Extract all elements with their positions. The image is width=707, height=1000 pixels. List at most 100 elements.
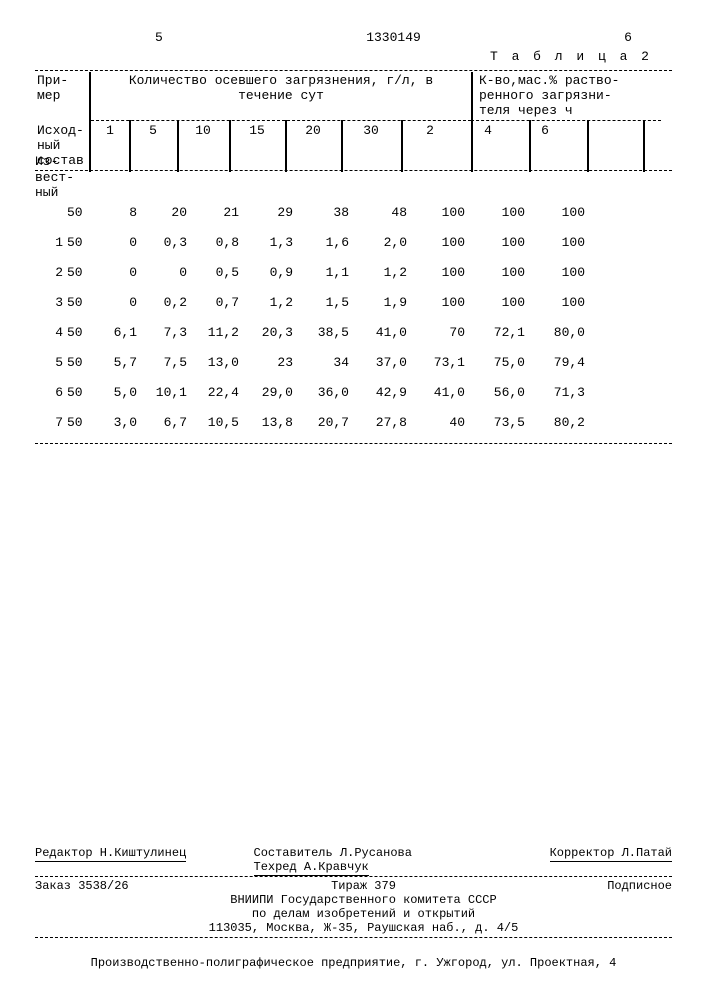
data-table: При- мер Количество осевшего загрязнения…: [35, 70, 672, 444]
cell-k4: 100: [475, 235, 533, 250]
table-row: 5082021293848100100100: [35, 197, 672, 227]
org-line1: ВНИИПИ Государственного комитета СССР: [230, 893, 496, 907]
cell-v30: 41,0: [359, 325, 419, 340]
table-body: 508202129384810010010015000,30,81,31,62,…: [35, 177, 672, 437]
cell-label: 7: [35, 415, 67, 430]
cell-v20: 1,5: [303, 295, 359, 310]
cell-k4: 100: [475, 205, 533, 220]
cell-v20: 38,5: [303, 325, 359, 340]
cell-v10: 13,0: [195, 355, 247, 370]
cell-label: 3: [35, 295, 67, 310]
cell-v10: 11,2: [195, 325, 247, 340]
cell-v1: 6,1: [103, 325, 147, 340]
cell-k6: 79,4: [533, 355, 589, 370]
cell-ish: 50: [67, 265, 103, 280]
cell-label: 5: [35, 355, 67, 370]
col-number-left: 5: [155, 30, 163, 45]
table-row: 5505,77,513,0233437,073,175,079,4: [35, 347, 672, 377]
header-c10: 10: [177, 123, 229, 168]
header-primer: При- мер: [35, 73, 91, 103]
cell-v15: 29,0: [247, 385, 303, 400]
cell-v20: 34: [303, 355, 359, 370]
cell-k6: 100: [533, 265, 589, 280]
cell-v1: 5,7: [103, 355, 147, 370]
table-row: 4506,17,311,220,338,541,07072,180,0: [35, 317, 672, 347]
cell-v15: 29: [247, 205, 303, 220]
cell-k2: 100: [419, 265, 475, 280]
cell-v5: 0: [147, 265, 195, 280]
cell-k2: 41,0: [419, 385, 475, 400]
cell-ish: 50: [67, 235, 103, 250]
col-number-right: 6: [624, 30, 632, 45]
cell-v1: 8: [103, 205, 147, 220]
org-line2: по делам изобретений и открытий: [252, 907, 475, 921]
cell-k4: 100: [475, 295, 533, 310]
cell-v5: 0,3: [147, 235, 195, 250]
header-k6: 6: [517, 123, 573, 168]
cell-v30: 1,2: [359, 265, 419, 280]
cell-v15: 1,2: [247, 295, 303, 310]
cell-v15: 13,8: [247, 415, 303, 430]
cell-v5: 20: [147, 205, 195, 220]
header-k2: 2: [401, 123, 459, 168]
cell-v10: 0,8: [195, 235, 247, 250]
cell-label: 6: [35, 385, 67, 400]
cell-label: 2: [35, 265, 67, 280]
cell-k2: 70: [419, 325, 475, 340]
cell-ish: 50: [67, 355, 103, 370]
cell-v20: 1,1: [303, 265, 359, 280]
header-c30: 30: [341, 123, 401, 168]
cell-v30: 2,0: [359, 235, 419, 250]
cell-k4: 73,5: [475, 415, 533, 430]
cell-v15: 1,3: [247, 235, 303, 250]
header-c15: 15: [229, 123, 285, 168]
footer: Редактор Н.Киштулинец Составитель Л.Руса…: [35, 846, 672, 940]
cell-v5: 0,2: [147, 295, 195, 310]
cell-v15: 23: [247, 355, 303, 370]
cell-v1: 5,0: [103, 385, 147, 400]
cell-k4: 72,1: [475, 325, 533, 340]
cell-ish: 50: [67, 385, 103, 400]
cell-k4: 75,0: [475, 355, 533, 370]
cell-v5: 7,5: [147, 355, 195, 370]
cell-v10: 21: [195, 205, 247, 220]
table-row: 250000,50,91,11,2100100100: [35, 257, 672, 287]
cell-v5: 7,3: [147, 325, 195, 340]
cell-v30: 1,9: [359, 295, 419, 310]
cell-k6: 80,0: [533, 325, 589, 340]
page-header: 5 1330149 6: [35, 30, 672, 45]
cell-k2: 100: [419, 295, 475, 310]
cell-k6: 71,3: [533, 385, 589, 400]
cell-v10: 22,4: [195, 385, 247, 400]
table-row: 6505,010,122,429,036,042,941,056,071,3: [35, 377, 672, 407]
cell-k6: 100: [533, 205, 589, 220]
compiler-tehred: Составитель Л.Русанова Техред А.Кравчук: [254, 846, 484, 874]
cell-k2: 40: [419, 415, 475, 430]
cell-k6: 80,2: [533, 415, 589, 430]
cell-v1: 0: [103, 235, 147, 250]
table-title: Т а б л и ц а 2: [35, 49, 672, 64]
row-label-izvest: Из- вест- ный: [35, 154, 85, 201]
cell-k2: 100: [419, 235, 475, 250]
cell-v20: 1,6: [303, 235, 359, 250]
cell-v5: 6,7: [147, 415, 195, 430]
cell-k4: 56,0: [475, 385, 533, 400]
cell-v30: 27,8: [359, 415, 419, 430]
cell-k4: 100: [475, 265, 533, 280]
cell-ish: 50: [67, 325, 103, 340]
cell-v1: 0: [103, 265, 147, 280]
cell-v1: 0: [103, 295, 147, 310]
table-row: 15000,30,81,31,62,0100100100: [35, 227, 672, 257]
cell-k6: 100: [533, 235, 589, 250]
cell-v10: 0,7: [195, 295, 247, 310]
cell-v10: 10,5: [195, 415, 247, 430]
header-c5: 5: [129, 123, 177, 168]
cell-ish: 50: [67, 415, 103, 430]
cell-label: 1: [35, 235, 67, 250]
cell-ish: 50: [67, 295, 103, 310]
cell-v20: 20,7: [303, 415, 359, 430]
cell-v10: 0,5: [195, 265, 247, 280]
header-k4: 4: [459, 123, 517, 168]
header-group1: Количество осевшего загрязнения, г/л, в …: [91, 73, 471, 103]
cell-k2: 73,1: [419, 355, 475, 370]
